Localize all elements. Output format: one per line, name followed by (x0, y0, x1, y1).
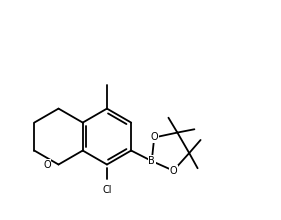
Text: Cl: Cl (102, 185, 112, 195)
Text: O: O (150, 132, 158, 143)
Text: O: O (43, 160, 51, 170)
Text: O: O (169, 166, 177, 176)
Text: B: B (148, 156, 155, 166)
